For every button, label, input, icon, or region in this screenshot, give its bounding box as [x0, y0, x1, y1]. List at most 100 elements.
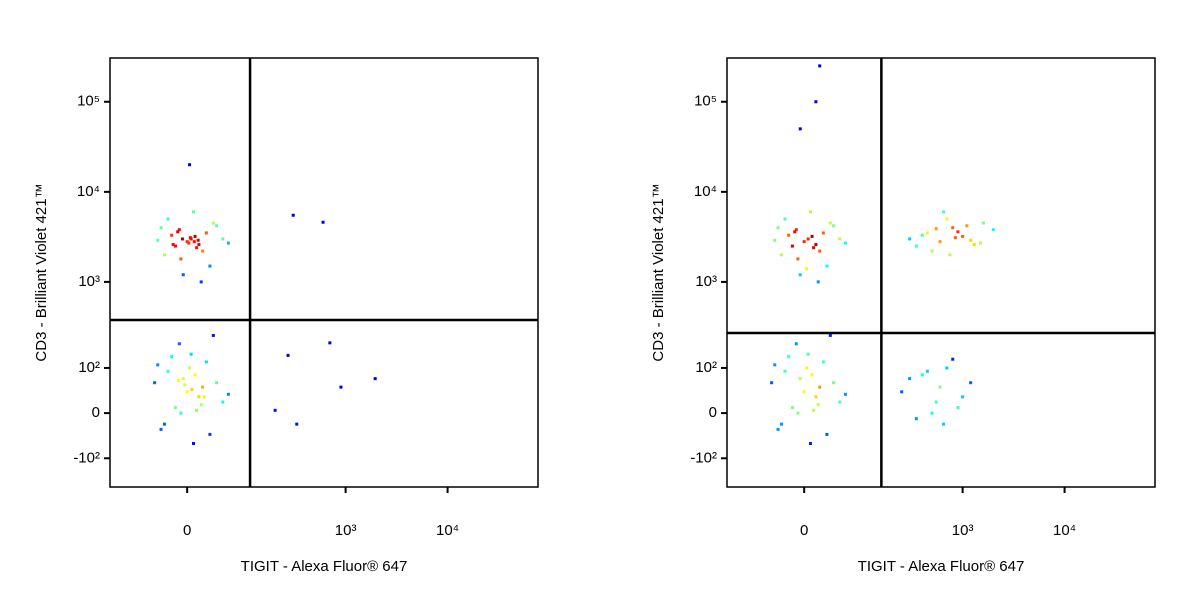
event-point — [934, 227, 938, 231]
event-point — [159, 427, 163, 431]
event-point — [183, 383, 187, 387]
event-point — [843, 241, 847, 245]
event-point — [170, 233, 174, 237]
event-point — [981, 221, 985, 225]
event-point — [991, 228, 995, 232]
event-point — [779, 422, 783, 426]
event-point — [798, 377, 802, 381]
event-point — [211, 221, 215, 225]
y-tick-label: 10⁴ — [694, 183, 717, 200]
event-point — [925, 369, 929, 373]
event-point — [812, 246, 816, 250]
event-point — [773, 363, 777, 367]
x-axis-label: TIGIT - Alexa Fluor® 647 — [241, 558, 408, 575]
y-tick-label: 10⁵ — [694, 93, 717, 110]
event-point — [812, 408, 816, 412]
x-tick-label: 10⁴ — [1053, 522, 1076, 539]
event-point — [969, 238, 973, 242]
event-point — [825, 432, 829, 436]
event-point — [953, 236, 957, 240]
event-point — [816, 403, 820, 407]
event-point — [808, 442, 812, 446]
event-point — [821, 360, 825, 364]
y-tick-label: 0 — [709, 404, 717, 421]
event-point — [956, 230, 960, 234]
event-point — [930, 411, 934, 415]
event-point — [908, 237, 912, 241]
event-point — [828, 333, 832, 337]
y-tick-label: -10² — [73, 449, 100, 466]
plot-frame — [726, 57, 1156, 488]
event-point — [189, 352, 193, 356]
y-axis-label: CD3 - Brilliant Violet 421™ — [33, 183, 50, 361]
event-point — [796, 257, 800, 261]
event-point — [177, 342, 181, 346]
event-point — [286, 353, 290, 357]
event-point — [273, 408, 277, 412]
event-point — [171, 243, 175, 247]
y-tick-label: 10² — [695, 359, 717, 376]
event-point — [787, 355, 791, 359]
event-point — [166, 369, 170, 373]
event-point — [951, 357, 955, 361]
event-point — [193, 234, 197, 238]
event-point — [948, 253, 952, 257]
event-point — [177, 379, 181, 383]
event-point — [930, 249, 934, 253]
event-point — [328, 341, 332, 345]
event-point — [914, 417, 918, 421]
event-point — [816, 280, 820, 284]
event-point — [832, 381, 836, 385]
event-point — [776, 427, 780, 431]
event-point — [204, 231, 208, 235]
plot-frame — [109, 57, 539, 488]
event-point — [162, 253, 166, 257]
event-point — [221, 237, 225, 241]
event-point — [925, 231, 929, 235]
event-point — [838, 400, 842, 404]
event-point — [176, 230, 180, 234]
event-point — [180, 237, 184, 241]
event-point — [805, 366, 809, 370]
event-point — [226, 392, 230, 396]
event-point — [934, 400, 938, 404]
event-point — [828, 221, 832, 225]
event-point — [790, 244, 794, 248]
event-point — [796, 411, 800, 415]
event-point — [938, 385, 942, 389]
event-point — [195, 408, 199, 412]
event-point — [806, 237, 810, 241]
event-point — [190, 387, 194, 391]
event-point — [202, 395, 206, 399]
x-tick-label: 0 — [183, 522, 191, 539]
event-point — [321, 220, 325, 224]
event-point — [153, 381, 157, 385]
event-point — [908, 377, 912, 381]
event-point — [969, 381, 973, 385]
event-point — [818, 249, 822, 253]
event-point — [798, 273, 802, 277]
event-point — [211, 333, 215, 337]
event-point — [204, 360, 208, 364]
event-point — [814, 395, 818, 399]
event-point — [773, 238, 777, 242]
event-point — [802, 240, 806, 244]
event-point — [185, 240, 189, 244]
event-point — [783, 369, 787, 373]
event-point — [195, 246, 199, 250]
event-point — [805, 267, 809, 271]
event-point — [979, 241, 983, 245]
event-point — [961, 395, 965, 399]
event-point — [794, 342, 798, 346]
event-point — [779, 253, 783, 257]
event-point — [201, 385, 205, 389]
y-tick-label: 10⁴ — [77, 183, 100, 200]
x-tick-label: 10⁴ — [436, 522, 459, 539]
event-point — [162, 422, 166, 426]
y-tick-label: 10³ — [78, 273, 100, 290]
x-tick-label: 10³ — [952, 522, 974, 539]
event-point — [181, 273, 185, 277]
event-point — [226, 241, 230, 245]
y-tick-label: 0 — [92, 404, 100, 421]
